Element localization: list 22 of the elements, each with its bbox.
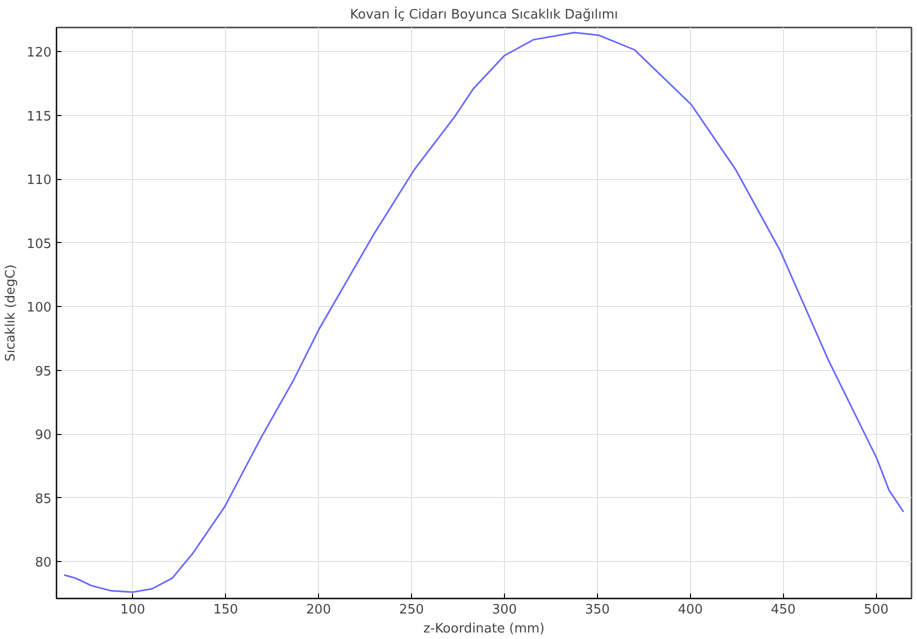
x-tick-label: 300 — [492, 602, 517, 618]
y-tick-label: 90 — [34, 428, 52, 444]
x-tick-label: 150 — [213, 602, 238, 618]
y-tick-label: 100 — [26, 300, 52, 316]
x-tick-label: 250 — [399, 602, 424, 618]
y-tick-label: 95 — [34, 364, 52, 380]
y-tick-label: 80 — [34, 556, 52, 571]
x-tick-label: 200 — [306, 602, 331, 618]
y-tick-label: 120 — [26, 46, 52, 61]
x-tick-label: 350 — [584, 602, 610, 618]
chart-title: Kovan İç Cidarı Boyunca Sıcaklık Dağılımı — [350, 6, 618, 22]
x-axis-title: z-Koordinate (mm) — [423, 622, 545, 636]
y-tick-label: 110 — [26, 173, 52, 188]
y-tick-label: 115 — [26, 109, 52, 124]
y-axis-title: Sıcaklık (degC) — [4, 264, 19, 362]
y-tick-label: 105 — [26, 236, 52, 252]
x-tick-label: 400 — [678, 602, 703, 618]
x-tick-label: 500 — [864, 602, 889, 618]
y-tick-label: 85 — [34, 492, 52, 507]
x-tick-label: 450 — [770, 602, 796, 618]
x-tick-label: 100 — [120, 602, 146, 618]
line-series — [63, 32, 904, 593]
